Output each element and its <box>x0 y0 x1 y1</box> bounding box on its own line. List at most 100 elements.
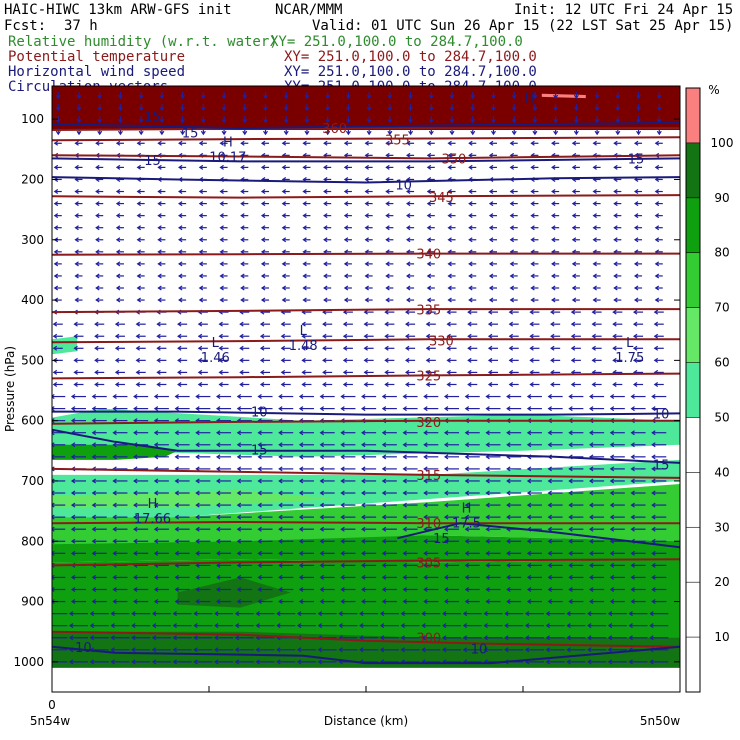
vector-head <box>135 321 141 327</box>
vector-head <box>591 381 596 387</box>
wind-label: 15 <box>653 459 670 474</box>
vector-head <box>180 94 186 100</box>
vector-head <box>630 454 635 460</box>
vector-head <box>613 285 618 291</box>
vector-head <box>112 430 117 436</box>
vector-head <box>52 418 55 424</box>
vector-head <box>587 659 592 665</box>
vector-head <box>219 273 224 279</box>
vector-head <box>136 261 142 267</box>
colorbar-swatch <box>686 142 700 198</box>
vector-head <box>52 586 55 592</box>
vector-head <box>319 550 325 556</box>
vector-head <box>408 94 414 100</box>
vector-head <box>449 130 455 136</box>
vector-head <box>612 357 617 363</box>
vector-head <box>193 635 198 641</box>
vector-head <box>340 526 345 532</box>
vector-head <box>340 562 345 568</box>
vector-head <box>653 333 659 339</box>
vector-head <box>133 490 138 496</box>
vector-head <box>156 369 161 375</box>
vector-head <box>566 623 571 629</box>
theta-label: 340 <box>416 248 441 263</box>
vector-head <box>651 574 656 580</box>
vector-head <box>526 562 532 568</box>
vector-head <box>218 321 223 327</box>
vector-head <box>278 599 283 605</box>
vector-head <box>340 538 345 544</box>
vector-head <box>443 599 449 605</box>
vector-head <box>94 357 99 363</box>
vector-head <box>257 550 262 556</box>
vector-head <box>281 297 287 303</box>
vector-head <box>421 611 426 617</box>
vector-head <box>319 478 325 484</box>
vector-head <box>653 345 659 351</box>
vector-head <box>406 273 411 279</box>
vector-head <box>95 201 100 207</box>
vector-head <box>425 345 431 351</box>
center-name: NCAR/MMM <box>275 2 342 18</box>
vector-head <box>485 394 490 400</box>
vector-head <box>468 213 473 219</box>
vector-head <box>524 635 530 641</box>
field-name: Horizontal wind speed <box>8 64 185 80</box>
vector-head <box>654 213 660 219</box>
vector-head <box>589 430 594 436</box>
vector-head <box>441 635 447 641</box>
vector-head <box>592 297 597 303</box>
vector-head <box>470 106 476 112</box>
vector-head <box>195 526 200 532</box>
vector-head <box>488 285 494 291</box>
vector-head <box>488 237 494 243</box>
vector-head <box>609 394 615 400</box>
vector-head <box>568 599 573 605</box>
vector-head <box>340 550 345 556</box>
vector-head <box>278 538 283 544</box>
vector-head <box>613 225 618 231</box>
vector-head <box>443 526 449 532</box>
vector-head <box>215 430 221 436</box>
vector-head <box>566 647 571 653</box>
vector-head <box>470 130 476 136</box>
vector-head <box>136 273 142 279</box>
vector-head <box>628 623 633 629</box>
vector-head <box>280 357 286 363</box>
vector-head <box>157 285 162 291</box>
vector-head <box>319 562 325 568</box>
vector-head <box>52 466 55 472</box>
vector-head <box>406 152 411 158</box>
vector-head <box>91 454 97 460</box>
vector-head <box>511 106 517 112</box>
vector-head <box>343 164 349 170</box>
vector-head <box>94 381 99 387</box>
wind-contour-15 <box>52 428 680 464</box>
vector-head <box>405 309 410 315</box>
vector-head <box>302 237 307 243</box>
vector-head <box>153 538 159 544</box>
vector-head <box>91 526 97 532</box>
vector-head <box>70 442 76 448</box>
vector-head <box>178 201 183 207</box>
vector-head <box>239 345 244 351</box>
vector-head <box>340 514 345 520</box>
vector-head <box>423 478 428 484</box>
vector-head <box>198 273 204 279</box>
vector-head <box>174 490 179 496</box>
vector-head <box>443 430 449 436</box>
vector-head <box>425 321 431 327</box>
vector-head <box>115 201 121 207</box>
vector-head <box>592 273 597 279</box>
vector-head <box>423 574 428 580</box>
vector-head <box>304 130 310 136</box>
vector-head <box>263 130 269 136</box>
vector-head <box>467 369 472 375</box>
vector-head <box>240 225 245 231</box>
vector-head <box>178 285 183 291</box>
vector-head <box>278 442 283 448</box>
vector-head <box>613 189 618 195</box>
vector-head <box>198 285 204 291</box>
vector-head <box>95 273 100 279</box>
vector-head <box>276 647 281 653</box>
